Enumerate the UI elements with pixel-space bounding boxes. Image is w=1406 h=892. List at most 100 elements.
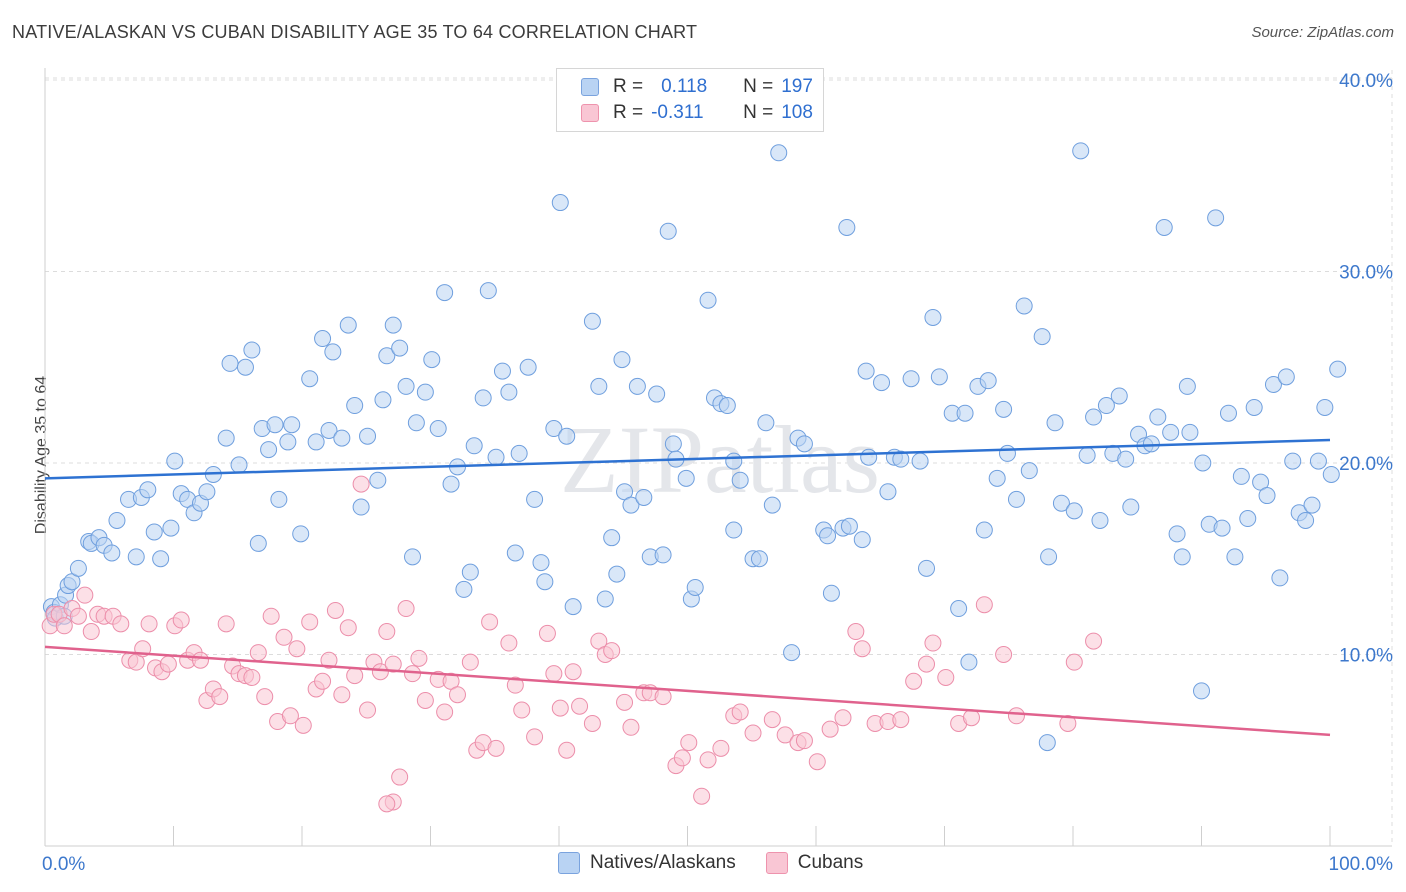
data-point bbox=[172, 611, 190, 629]
data-point bbox=[654, 546, 672, 564]
data-point bbox=[407, 414, 425, 432]
data-point bbox=[1213, 519, 1231, 537]
y-tick-label: 10.0% bbox=[1339, 646, 1393, 667]
data-point bbox=[324, 343, 342, 361]
data-point bbox=[902, 370, 920, 388]
data-point bbox=[404, 548, 422, 566]
data-point bbox=[1309, 452, 1327, 470]
data-point bbox=[795, 435, 813, 453]
data-point bbox=[725, 452, 743, 470]
data-point bbox=[481, 613, 499, 631]
data-point bbox=[860, 448, 878, 466]
data-point bbox=[487, 739, 505, 757]
data-point bbox=[988, 469, 1006, 487]
data-point bbox=[55, 617, 73, 635]
legend-row-cubans: R = -0.311 N = 108 bbox=[581, 100, 813, 126]
data-point bbox=[1059, 714, 1077, 732]
data-point bbox=[608, 565, 626, 583]
data-point bbox=[840, 517, 858, 535]
data-point bbox=[526, 490, 544, 508]
data-point bbox=[763, 711, 781, 729]
data-point bbox=[510, 444, 528, 462]
data-point bbox=[918, 559, 936, 577]
legend-item-cubans[interactable]: Cubans bbox=[765, 852, 863, 874]
data-point bbox=[693, 787, 711, 805]
data-point bbox=[892, 450, 910, 468]
data-point bbox=[410, 649, 428, 667]
data-point bbox=[140, 615, 158, 633]
data-point bbox=[564, 663, 582, 681]
data-point bbox=[436, 284, 454, 302]
data-point bbox=[918, 655, 936, 673]
data-point bbox=[1194, 454, 1212, 472]
data-point bbox=[1178, 377, 1196, 395]
data-point bbox=[217, 615, 235, 633]
data-point bbox=[1020, 462, 1038, 480]
series-cubans bbox=[41, 475, 1103, 813]
data-point bbox=[956, 404, 974, 422]
data-point bbox=[1162, 423, 1180, 441]
data-point bbox=[783, 644, 801, 662]
data-point bbox=[320, 651, 338, 669]
data-point bbox=[326, 601, 344, 619]
data-point bbox=[1264, 375, 1282, 393]
y-tick-label: 30.0% bbox=[1339, 263, 1393, 284]
data-point bbox=[236, 358, 254, 376]
n-value: 108 bbox=[781, 102, 813, 123]
data-point bbox=[558, 741, 576, 759]
watermark: ZIPatlas bbox=[560, 406, 880, 513]
data-point bbox=[270, 490, 288, 508]
data-point bbox=[333, 429, 351, 447]
data-point bbox=[152, 550, 170, 568]
trend-line-cubans bbox=[44, 645, 1331, 737]
data-point bbox=[1284, 452, 1302, 470]
x-tick-label: 100.0% bbox=[1329, 854, 1394, 875]
data-point bbox=[731, 471, 749, 489]
data-point bbox=[834, 709, 852, 727]
data-point bbox=[822, 584, 840, 602]
data-point bbox=[1097, 397, 1115, 415]
data-point bbox=[664, 435, 682, 453]
data-point bbox=[853, 531, 871, 549]
data-point bbox=[1322, 465, 1340, 483]
data-point bbox=[249, 644, 267, 662]
data-point bbox=[712, 739, 730, 757]
data-point bbox=[1078, 446, 1096, 464]
data-point bbox=[103, 544, 121, 562]
data-point bbox=[725, 521, 743, 539]
r-value: -0.311 bbox=[651, 102, 704, 123]
data-point bbox=[346, 667, 364, 685]
data-point bbox=[1303, 496, 1321, 514]
legend-item-natives[interactable]: Natives/Alaskans bbox=[558, 852, 736, 874]
legend-swatch-pink bbox=[581, 104, 599, 122]
data-point bbox=[513, 701, 531, 719]
data-point bbox=[1033, 328, 1051, 346]
data-point bbox=[532, 554, 550, 572]
legend-label-natives: Natives/Alaskans bbox=[590, 852, 736, 873]
data-point bbox=[763, 496, 781, 514]
data-point bbox=[545, 665, 563, 683]
data-point bbox=[352, 498, 370, 516]
data-point bbox=[847, 623, 865, 641]
data-point bbox=[448, 686, 466, 704]
data-point bbox=[979, 372, 997, 390]
data-point bbox=[1173, 548, 1191, 566]
data-point bbox=[628, 377, 646, 395]
correlation-legend: R = 0.118 N = 197 R = -0.311 N = 108 bbox=[556, 68, 824, 132]
data-point bbox=[1046, 414, 1064, 432]
data-point bbox=[371, 663, 389, 681]
data-point bbox=[378, 347, 396, 365]
data-point bbox=[112, 615, 130, 633]
data-point bbox=[718, 397, 736, 415]
data-point bbox=[378, 795, 396, 813]
r-label: R = bbox=[613, 76, 644, 97]
data-point bbox=[750, 550, 768, 568]
data-point bbox=[429, 420, 447, 438]
data-point bbox=[995, 400, 1013, 418]
data-point bbox=[352, 475, 370, 493]
data-point bbox=[339, 316, 357, 334]
data-point bbox=[139, 481, 157, 499]
n-label: N = bbox=[743, 102, 774, 123]
data-point bbox=[659, 222, 677, 240]
data-point bbox=[1277, 368, 1295, 386]
